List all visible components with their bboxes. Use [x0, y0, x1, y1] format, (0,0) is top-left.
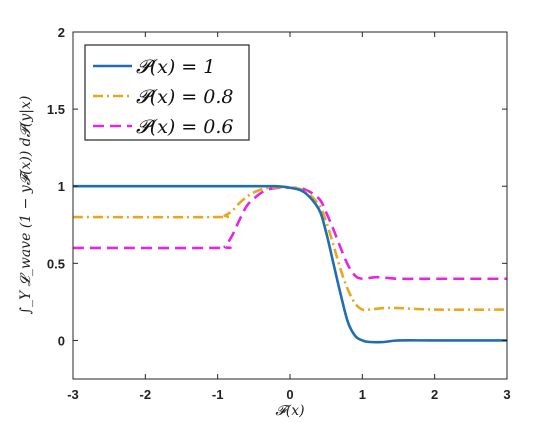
y-axis-label: ∫_Y 𝓛_wave (1 − y𝓕(x)) d𝓟(y|x): [18, 96, 34, 315]
x-tick-label: 1: [359, 387, 366, 402]
legend: 𝓟(x) = 1 𝓟(x) = 0.8 𝓟(x) = 0.6: [84, 44, 250, 141]
legend-label-3: 𝓟(x) = 0.6: [136, 116, 233, 138]
x-tick-label: 3: [503, 387, 510, 402]
legend-label-1: 𝓟(x) = 1: [136, 56, 215, 78]
x-tick-label: 2: [431, 387, 438, 402]
series-layer: [72, 184, 508, 344]
y-axis-ticks: 0 0.5 1 1.5 2: [47, 25, 507, 348]
series-line-1: [73, 184, 507, 344]
x-tick-label: -2: [140, 387, 152, 402]
x-axis-ticks: -3 -2 -1 0 1 2 3: [67, 32, 511, 402]
y-tick-label: 1: [58, 179, 65, 194]
legend-box: [84, 44, 250, 141]
y-tick-label: 2: [58, 25, 65, 40]
series-line-2: [72, 185, 508, 312]
x-tick-label: 0: [286, 387, 293, 402]
legend-items: 𝓟(x) = 1 𝓟(x) = 0.8 𝓟(x) = 0.6: [93, 56, 233, 138]
x-tick-label: -3: [67, 387, 79, 402]
x-tick-label: -1: [212, 387, 224, 402]
legend-label-2: 𝓟(x) = 0.8: [136, 86, 233, 108]
series-line-3: [72, 186, 507, 281]
y-tick-label: 0.5: [47, 256, 65, 271]
x-axis-label: 𝓕(x): [275, 403, 304, 419]
y-tick-label: 0: [58, 333, 65, 348]
y-tick-label: 1.5: [47, 102, 65, 117]
